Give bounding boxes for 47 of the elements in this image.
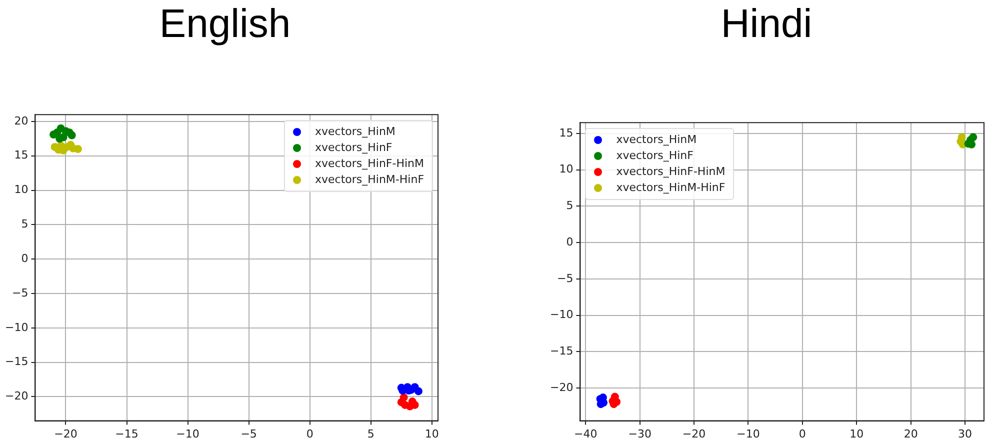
y-tick-label: 0	[566, 235, 574, 248]
x-tick-label: 30	[958, 427, 972, 440]
x-tick-label: 5	[367, 427, 374, 440]
y-tick-label: 5	[21, 218, 28, 231]
x-tick-label: −20	[682, 427, 706, 440]
y-tick-label: −15	[550, 344, 574, 358]
y-tick-label: −5	[12, 286, 28, 300]
point	[56, 134, 64, 143]
x-tick-label: −40	[574, 427, 598, 440]
chart-title: English	[158, 1, 292, 48]
x-tick-label: 0	[306, 427, 314, 440]
legend-label: xvectors_HinF	[616, 148, 694, 162]
y-tick-label: 0	[21, 252, 28, 265]
y-tick-label: 10	[14, 183, 28, 196]
y-tick-label: −20	[4, 390, 28, 403]
legend-label: xvectors_HinM-HinF	[315, 172, 424, 186]
point	[400, 393, 408, 402]
y-tick-label: 5	[566, 199, 574, 212]
y-tick-label: 20	[14, 114, 28, 128]
x-tick-label: −30	[628, 427, 652, 440]
chart-title: Hindi	[720, 1, 814, 48]
y-tick-label: −10	[4, 320, 28, 334]
x-tick-label: −15	[115, 427, 138, 440]
legend-label: xvectors_HinF	[315, 140, 392, 154]
x-tick-label: −10	[736, 427, 760, 440]
y-tick-label: −20	[550, 380, 574, 394]
legend-label: xvectors_HinM-HinF	[616, 180, 726, 194]
y-tick-label: 10	[559, 162, 574, 176]
legend-label: xvectors_HinM	[616, 132, 697, 146]
legend-label: xvectors_HinF-HinM	[616, 164, 726, 178]
x-tick-label: 0	[798, 427, 806, 440]
x-tick-label: 20	[904, 427, 918, 440]
y-tick-label: −10	[550, 308, 574, 322]
point	[414, 387, 422, 396]
x-tick-label: −5	[240, 427, 257, 440]
point	[68, 131, 76, 140]
x-tick-label: 10	[424, 427, 439, 440]
legend-label: xvectors_HinF-HinM	[315, 156, 424, 170]
point	[969, 133, 978, 142]
x-tick-label: −10	[176, 427, 200, 440]
legend-label: xvectors_HinM	[315, 124, 396, 138]
x-tick-label: −20	[54, 427, 78, 440]
y-tick-label: −5	[556, 272, 574, 285]
y-tick-label: −15	[4, 355, 28, 368]
x-tick-label: 10	[850, 427, 864, 440]
y-tick-label: 15	[14, 148, 28, 162]
y-tick-label: 15	[559, 126, 574, 140]
